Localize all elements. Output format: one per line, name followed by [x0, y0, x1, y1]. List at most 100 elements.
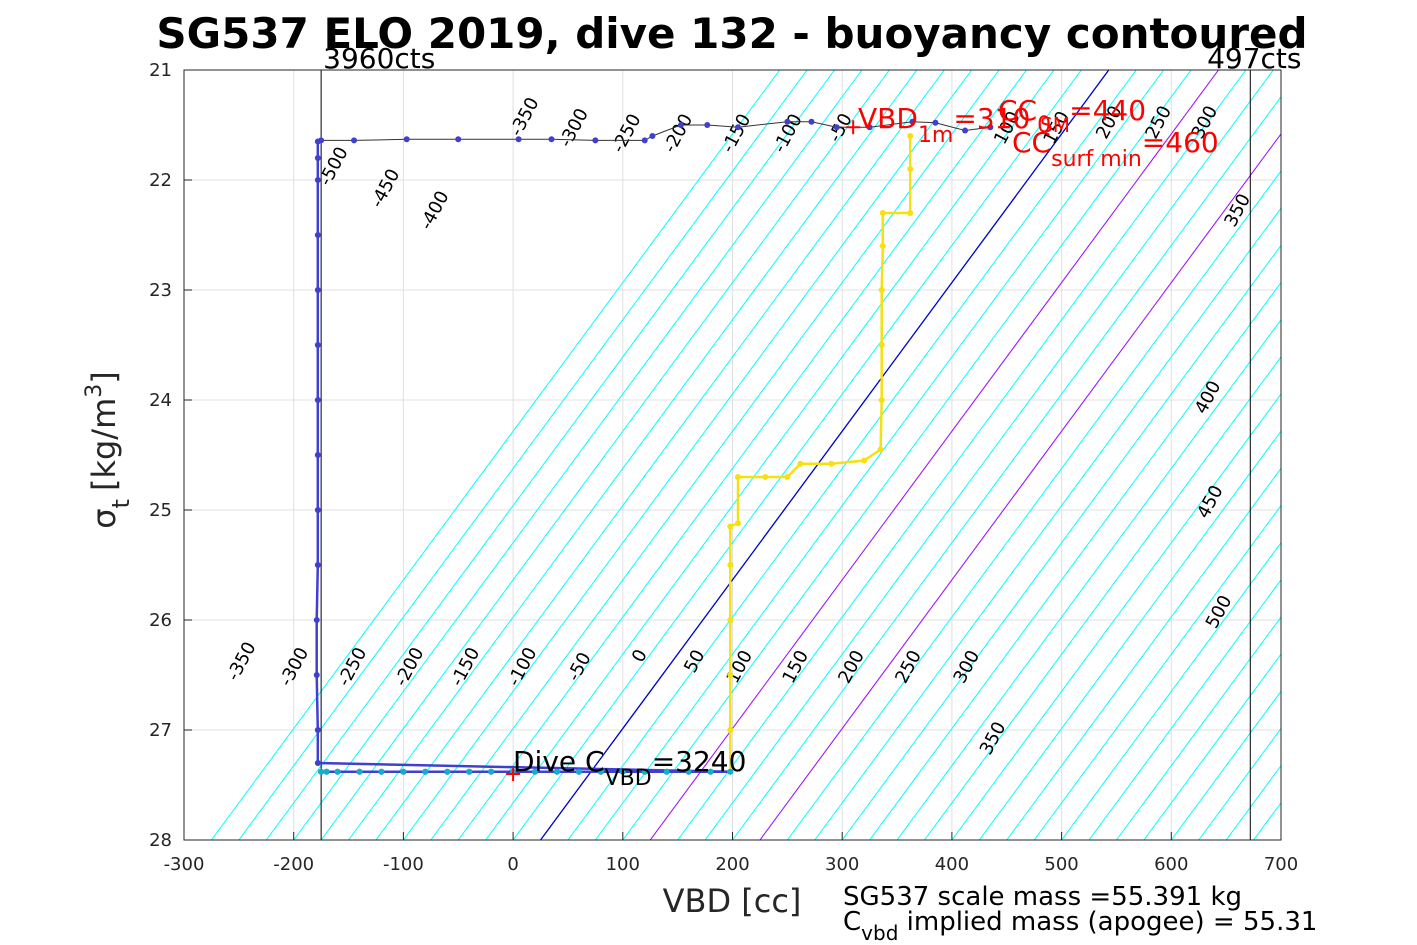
y-axis-unit-close: ]	[85, 371, 123, 383]
data-point-dive	[314, 397, 321, 403]
svg-text:VBD1m=310: VBD1m=310	[858, 102, 1030, 148]
dive-cvbd-value: =3240	[652, 745, 747, 778]
x-tick-label: 100	[606, 854, 640, 875]
data-point-climb	[727, 523, 734, 530]
y-tick-label: 23	[149, 280, 172, 301]
x-tick-label: 500	[1044, 854, 1078, 875]
y-tick-label: 25	[149, 500, 172, 521]
svg-text:CC0=440: CC0 =440	[998, 94, 1146, 138]
data-point-bottom	[400, 768, 407, 775]
data-point-dive	[314, 452, 321, 458]
svg-text:Dive CVBD=3240: Dive CVBD=3240	[513, 745, 746, 791]
counts-left-label: 3960cts	[323, 42, 435, 75]
x-tick-label: 400	[935, 854, 969, 875]
data-point-surface	[351, 137, 358, 144]
dive-cvbd-main: Dive C	[513, 745, 605, 778]
x-tick-label: -200	[273, 854, 314, 875]
data-point-bottom	[575, 768, 582, 775]
magenta-contour-line	[759, 133, 1281, 840]
vbd-1m-value: =310	[953, 102, 1030, 135]
buoyancy-contour-line	[704, 70, 1274, 840]
vbd-1m-sub: 1m	[918, 123, 953, 148]
vbd-1m-annotation: VBD1m=310	[858, 102, 1030, 148]
data-point-surface	[455, 136, 462, 143]
data-point-climb	[877, 446, 884, 453]
buoyancy-contour-line	[732, 95, 1281, 840]
data-point-dive	[314, 177, 321, 183]
buoyancy-contour-line	[1280, 839, 1281, 840]
data-point-dive	[314, 155, 321, 161]
buoyancy-contour-line	[567, 70, 1137, 840]
ccsurf-main: CC	[1012, 126, 1051, 159]
data-point-bottom	[323, 768, 330, 775]
buoyancy-contour-line	[594, 70, 1165, 840]
implied-sub: vbd	[861, 921, 898, 945]
buoyancy-contour-line	[951, 393, 1281, 840]
buoyancy-contour-line	[293, 70, 863, 840]
buoyancy-contour-line	[1363, 70, 1417, 840]
data-point-bottom	[663, 768, 670, 775]
data-point-bottom	[641, 768, 648, 775]
buoyancy-contour-line	[978, 430, 1281, 840]
data-point-climb	[828, 460, 835, 467]
ccsurf-value: =460	[1142, 126, 1219, 159]
data-point-surface	[734, 124, 741, 131]
data-point-dive	[313, 672, 320, 678]
buoyancy-contour-line	[1061, 541, 1281, 840]
buoyancy-contour-line	[348, 70, 918, 840]
buoyancy-contour-line	[512, 70, 1082, 840]
data-point-surface	[649, 133, 656, 139]
y-axis-sup: 3	[82, 384, 107, 398]
data-point-bottom	[356, 768, 363, 775]
x-tick-label: -300	[164, 854, 205, 875]
buoyancy-contour-line	[265, 70, 835, 840]
data-point-dive	[313, 617, 320, 623]
data-point-bottom	[685, 768, 692, 775]
magenta-contour-line	[649, 70, 1219, 840]
data-point-surface	[515, 136, 522, 143]
buoyancy-contour-line	[1336, 70, 1417, 840]
data-point-surface	[403, 136, 410, 143]
buoyancy-contour-line	[430, 70, 1000, 840]
data-point-surface	[592, 137, 599, 144]
x-tick-label: 600	[1154, 854, 1188, 875]
y-tick-label: 22	[149, 170, 172, 191]
y-tick-label: 26	[149, 610, 172, 631]
buoyancy-contour-line	[869, 281, 1281, 840]
y-axis-sub: t	[107, 499, 135, 508]
y-tick-label: 24	[149, 390, 172, 411]
buoyancy-contour-line	[1391, 70, 1417, 840]
data-point-climb	[878, 287, 885, 293]
data-point-bottom	[334, 768, 341, 775]
buoyancy-contour-line	[1033, 504, 1281, 840]
data-point-bottom	[597, 768, 604, 775]
cc0-main: CC	[998, 94, 1037, 127]
x-tick-labels: -300 -200 -100 0 100 200 300 400 500 600 700	[164, 832, 1298, 875]
data-point-dive	[314, 562, 321, 568]
buoyancy-contour-line	[457, 70, 1027, 840]
dive-cvbd-sub: VBD	[605, 766, 652, 791]
buoyancy-contour-line	[677, 70, 1247, 840]
data-point-surface	[548, 136, 555, 143]
data-point-climb	[734, 520, 741, 527]
x-tick-label: 700	[1264, 854, 1298, 875]
svg-text:σt[kg/m3]: σt [kg/m3]	[82, 371, 135, 528]
data-point-bottom	[466, 768, 473, 775]
series-line-climb	[729, 136, 912, 772]
buoyancy-contour-line	[841, 244, 1281, 840]
buoyancy-contour-line	[786, 170, 1281, 840]
data-point-bottom	[488, 768, 495, 775]
data-point-surface	[784, 118, 791, 125]
y-tick-label: 28	[149, 830, 172, 851]
data-point-bottom	[727, 768, 734, 775]
data-point-surface	[641, 137, 648, 144]
scale-mass-text: SG537 scale mass =55.391 kg	[843, 882, 1242, 912]
y-axis-sigma: σ	[85, 508, 123, 528]
data-point-climb	[861, 457, 868, 464]
data-point-bottom	[619, 768, 626, 775]
dive-cvbd-annotation: Dive CVBD=3240	[513, 745, 746, 791]
data-point-bottom	[318, 768, 325, 775]
data-point-surface	[808, 118, 815, 125]
data-point-dive	[314, 760, 321, 766]
